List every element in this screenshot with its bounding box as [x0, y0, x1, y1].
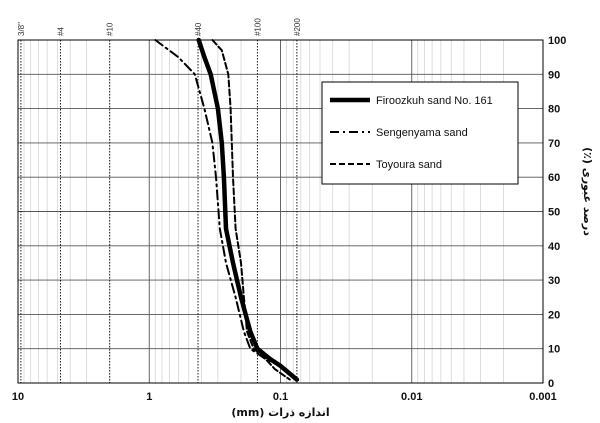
legend-label: Toyoura sand	[376, 159, 442, 171]
legend: Firoozkuh sand No. 161 Sengenyama sand Toy…	[321, 81, 519, 185]
series-line-1	[196, 37, 300, 382]
sieve-label: #40	[194, 22, 203, 36]
series-line-3	[211, 39, 291, 381]
x-tick-label: 10	[12, 391, 24, 403]
legend-label: Firoozkuh sand No. 161	[376, 95, 493, 107]
y-tick-label: 100	[548, 35, 566, 47]
sieve-labels: 3/8" #4 #10 #40 #100 #200	[17, 18, 302, 36]
x-tick-labels: 10 1 0.1 0.01 0.001	[12, 391, 557, 403]
sieve-label: #200	[293, 18, 302, 36]
series-layer	[154, 37, 300, 382]
y-tick-label: 20	[548, 309, 560, 321]
plot-frame	[17, 39, 544, 384]
y-tick-label: 10	[548, 344, 560, 356]
x-axis-title: اندازه ذرات (mm)	[231, 406, 329, 419]
x-tick-label: 1	[146, 391, 152, 403]
y-tick-label: 30	[548, 275, 560, 287]
y-tick-label: 0	[548, 378, 554, 390]
y-tick-label: 40	[548, 241, 560, 253]
y-tick-label: 90	[548, 69, 560, 81]
y-axis-title: درصد عبوری (٪)	[581, 147, 594, 236]
y-tick-label: 50	[548, 207, 560, 219]
sieve-label: 3/8"	[17, 22, 26, 36]
sieve-lines	[20, 40, 298, 383]
x-tick-label: 0.1	[273, 391, 288, 403]
y-tick-label: 60	[548, 172, 560, 184]
y-tick-label: 80	[548, 104, 560, 116]
y-tick-label: 70	[548, 138, 560, 150]
legend-label: Sengenyama sand	[376, 127, 468, 139]
sieve-label: #4	[56, 27, 65, 36]
x-tick-label: 0.001	[529, 391, 557, 403]
y-tick-labels: 0 10 20 30 40 50 60 70 80 90 100	[548, 35, 566, 390]
sieve-label: #10	[106, 22, 115, 36]
sieve-label: #100	[253, 18, 262, 36]
x-tick-label: 0.01	[401, 391, 422, 403]
